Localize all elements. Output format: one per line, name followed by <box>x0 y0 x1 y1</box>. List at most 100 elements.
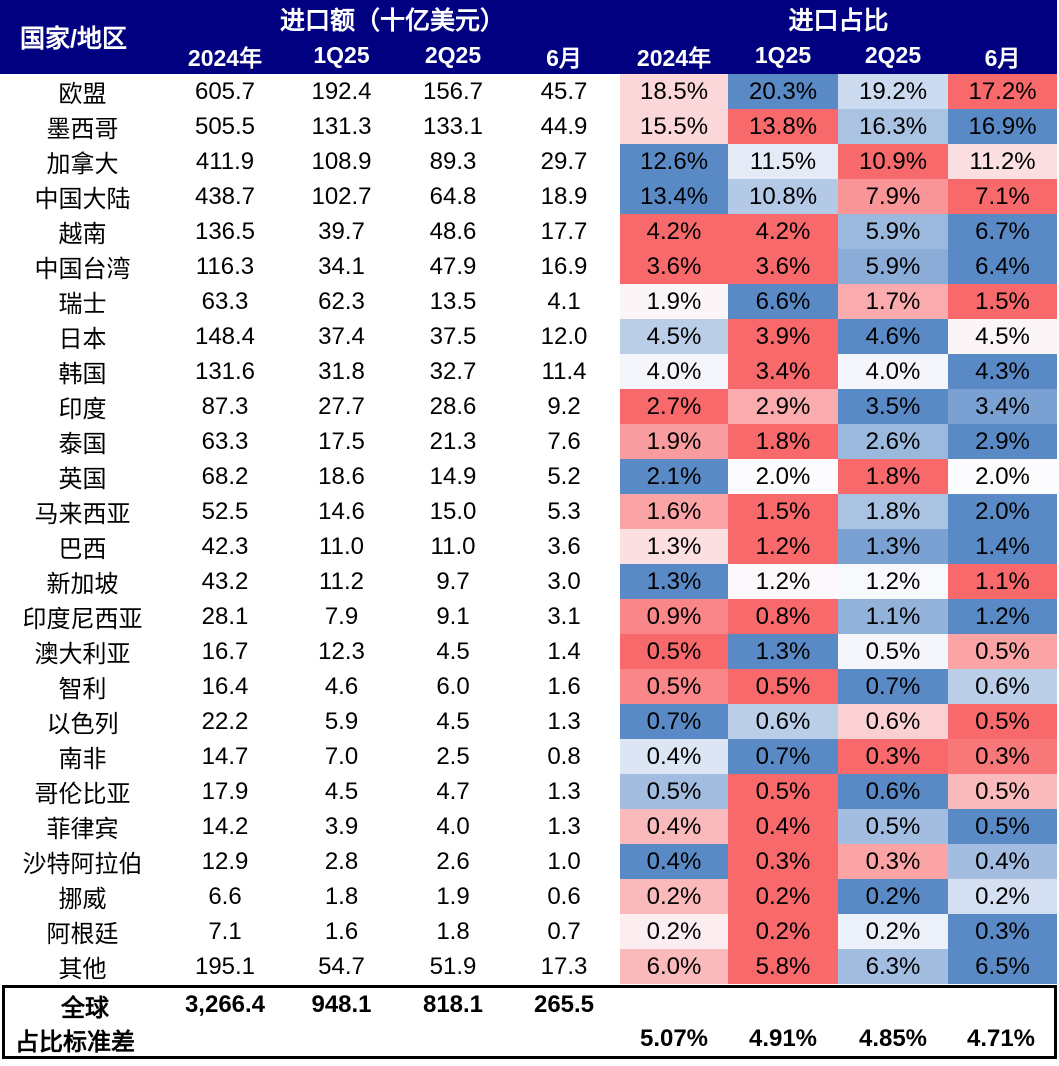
import-share-cell: 3.6% <box>728 249 839 284</box>
import-amount-cell: 13.5 <box>429 287 477 315</box>
import-amount-cell: 438.7 <box>194 182 256 210</box>
table-row: 智利 16.4 4.6 6.0 1.6 0.5% 0.5% 0.7% 0.6% <box>0 669 1058 704</box>
stdev-value: 4.85% <box>858 1025 928 1052</box>
import-share-cell: 1.1% <box>838 599 949 634</box>
total-amount: 948.1 <box>311 991 372 1018</box>
import-amount-cell: 2.8 <box>324 847 359 875</box>
import-share-cell: 1.2% <box>838 564 949 599</box>
import-share-cell: 3.6% <box>620 249 729 284</box>
import-share-cell: 0.7% <box>728 739 839 774</box>
share-period-header: 1Q25 <box>728 37 839 74</box>
import-amount-cell: 1.8 <box>324 882 359 910</box>
import-amount-cell: 14.7 <box>201 742 249 770</box>
import-amount-cell: 11.0 <box>319 532 364 560</box>
stdev-value: 4.91% <box>748 1025 818 1052</box>
import-share-cell: 1.3% <box>620 529 729 564</box>
summary-box: 全球 3,266.4 948.1 818.1 265.5 占比标准差 5.07% 4.91%… <box>2 985 1057 1059</box>
table-row: 印度尼西亚 28.1 7.9 9.1 3.1 0.9% 0.8% 1.1% 1.2% <box>0 599 1058 634</box>
import-amount-cell: 15.0 <box>429 497 477 525</box>
import-amount-cell: 16.4 <box>201 672 249 700</box>
import-amount-cell: 9.1 <box>436 602 470 630</box>
import-share-cell: 1.6% <box>620 494 729 529</box>
import-share-cell: 1.9% <box>620 424 729 459</box>
import-share-cell: 1.8% <box>728 424 839 459</box>
country-name: 中国台湾 <box>34 256 131 283</box>
import-amount-cell: 0.6 <box>547 882 581 910</box>
import-share-cell: 0.5% <box>728 669 839 704</box>
import-share-cell: 1.2% <box>728 529 839 564</box>
import-amount-cell: 17.3 <box>540 952 588 980</box>
import-amount-cell: 17.5 <box>318 427 365 455</box>
import-share-cell: 1.9% <box>620 284 729 319</box>
import-share-cell: 10.9% <box>838 144 949 179</box>
import-amount-cell: 7.6 <box>547 427 581 455</box>
import-share-cell: 0.2% <box>728 879 839 914</box>
table-row: 菲律宾 14.2 3.9 4.0 1.3 0.4% 0.4% 0.5% 0.5% <box>0 809 1058 844</box>
import-share-cell: 0.4% <box>728 809 839 844</box>
import-share-cell: 0.4% <box>620 809 729 844</box>
import-amount-cell: 192.4 <box>311 77 372 105</box>
table-row: 沙特阿拉伯 12.9 2.8 2.6 1.0 0.4% 0.3% 0.3% 0.4% <box>0 844 1058 879</box>
import-amount-cell: 1.4 <box>547 637 581 665</box>
import-amount-cell: 32.7 <box>429 357 477 385</box>
import-amount-cell: 505.5 <box>194 112 256 140</box>
import-amount-cell: 5.3 <box>547 497 581 525</box>
share-period-header: 2Q25 <box>838 37 949 74</box>
table-row: 日本 148.4 37.4 37.5 12.0 4.5% 3.9% 4.6% 4.5% <box>0 319 1058 354</box>
import-share-cell: 6.0% <box>620 949 729 984</box>
stdev-row: 占比标准差 5.07% 4.91% 4.85% 4.71% <box>5 1022 1054 1056</box>
import-amount-cell: 62.3 <box>318 287 365 315</box>
import-amount-cell: 1.8 <box>436 917 470 945</box>
import-share-cell: 0.5% <box>948 774 1058 809</box>
import-amount-cell: 29.7 <box>540 147 588 175</box>
total-amount: 818.1 <box>422 991 484 1018</box>
country-name: 马来西亚 <box>34 501 131 528</box>
import-share-cell: 0.5% <box>948 809 1058 844</box>
import-share-cell: 15.5% <box>620 109 729 144</box>
import-share-cell: 19.2% <box>838 74 949 109</box>
import-share-cell: 0.2% <box>948 879 1058 914</box>
table-row: 中国台湾 116.3 34.1 47.9 16.9 3.6% 3.6% 5.9% 6.4% <box>0 249 1058 284</box>
import-share-cell: 0.5% <box>838 634 949 669</box>
import-amount-cell: 1.6 <box>547 672 581 700</box>
import-amount-cell: 63.3 <box>201 287 249 315</box>
import-share-cell: 0.2% <box>620 914 729 949</box>
import-share-cell: 0.3% <box>948 914 1058 949</box>
import-amount-cell: 1.3 <box>547 777 581 805</box>
country-name: 沙特阿拉伯 <box>22 851 143 878</box>
table-row: 越南 136.5 39.7 48.6 17.7 4.2% 4.2% 5.9% 6.7% <box>0 214 1058 249</box>
import-share-cell: 2.0% <box>728 459 839 494</box>
table-row: 欧盟 605.7 192.4 156.7 45.7 18.5% 20.3% 19.2% 17.2… <box>0 74 1058 109</box>
import-share-cell: 1.2% <box>728 564 839 599</box>
import-amount-cell: 605.7 <box>194 77 256 105</box>
import-share-cell: 2.6% <box>838 424 949 459</box>
table-row: 以色列 22.2 5.9 4.5 1.3 0.7% 0.6% 0.6% 0.5% <box>0 704 1058 739</box>
import-share-cell: 3.4% <box>728 354 839 389</box>
table-row: 巴西 42.3 11.0 11.0 3.6 1.3% 1.2% 1.3% 1.4% <box>0 529 1058 564</box>
import-amount-cell: 27.7 <box>318 392 365 420</box>
import-amount-cell: 4.5 <box>436 707 470 735</box>
import-share-cell: 6.5% <box>948 949 1058 984</box>
import-share-cell: 4.0% <box>838 354 949 389</box>
import-share-cell: 2.9% <box>728 389 839 424</box>
import-amount-cell: 7.0 <box>324 742 359 770</box>
import-amount-cell: 12.3 <box>318 637 365 665</box>
total-amount: 3,266.4 <box>184 991 266 1018</box>
import-amount-cell: 1.3 <box>547 707 581 735</box>
import-amount-cell: 54.7 <box>318 952 365 980</box>
import-amount-cell: 18.6 <box>318 462 365 490</box>
import-amount-cell: 37.4 <box>318 322 365 350</box>
country-name: 阿根廷 <box>46 921 119 948</box>
import-amount-cell: 136.5 <box>194 217 256 245</box>
import-amount-cell: 42.3 <box>201 532 249 560</box>
import-share-cell: 0.2% <box>838 879 949 914</box>
import-share-cell: 1.3% <box>838 529 949 564</box>
table-row: 南非 14.7 7.0 2.5 0.8 0.4% 0.7% 0.3% 0.3% <box>0 739 1058 774</box>
import-share-cell: 0.5% <box>620 669 729 704</box>
import-amount-cell: 195.1 <box>194 952 256 980</box>
import-amount-cell: 131.6 <box>194 357 256 385</box>
import-share-cell: 0.5% <box>620 774 729 809</box>
import-amount-cell: 47.9 <box>429 252 477 280</box>
share-period-header: 6月 <box>948 37 1058 74</box>
import-amount-cell: 4.1 <box>547 287 581 315</box>
